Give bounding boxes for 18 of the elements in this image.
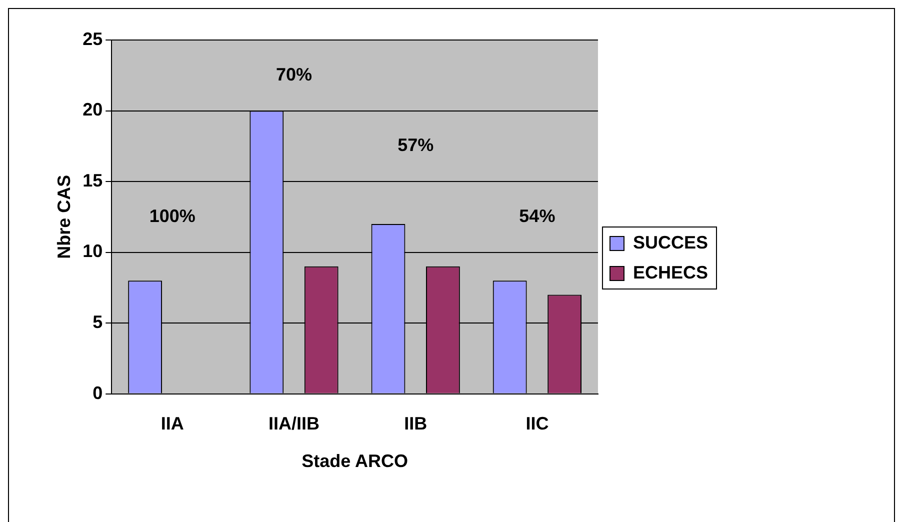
x-tick-label: IIA/IIB (268, 414, 320, 434)
annotation: 100% (149, 206, 196, 226)
annotation: 54% (519, 206, 556, 226)
legend-label: ECHECS (632, 262, 708, 282)
x-tick-label: IIA (160, 414, 184, 434)
y-tick-label: 15 (82, 170, 103, 190)
y-tick-label: 25 (82, 28, 103, 49)
y-tick-label: 0 (92, 382, 103, 403)
x-tick-label: IIC (526, 414, 549, 434)
y-axis-title: Nbre CAS (54, 174, 74, 259)
legend-label: SUCCES (632, 232, 708, 252)
y-tick-label: 10 (82, 241, 103, 262)
x-axis-title: Stade ARCO (302, 451, 408, 472)
annotation: 70% (276, 64, 312, 84)
annotation: 57% (398, 135, 434, 156)
y-tick-label: 20 (82, 100, 103, 120)
x-tick-label: IIB (404, 414, 428, 434)
y-tick-label: 5 (92, 312, 103, 332)
